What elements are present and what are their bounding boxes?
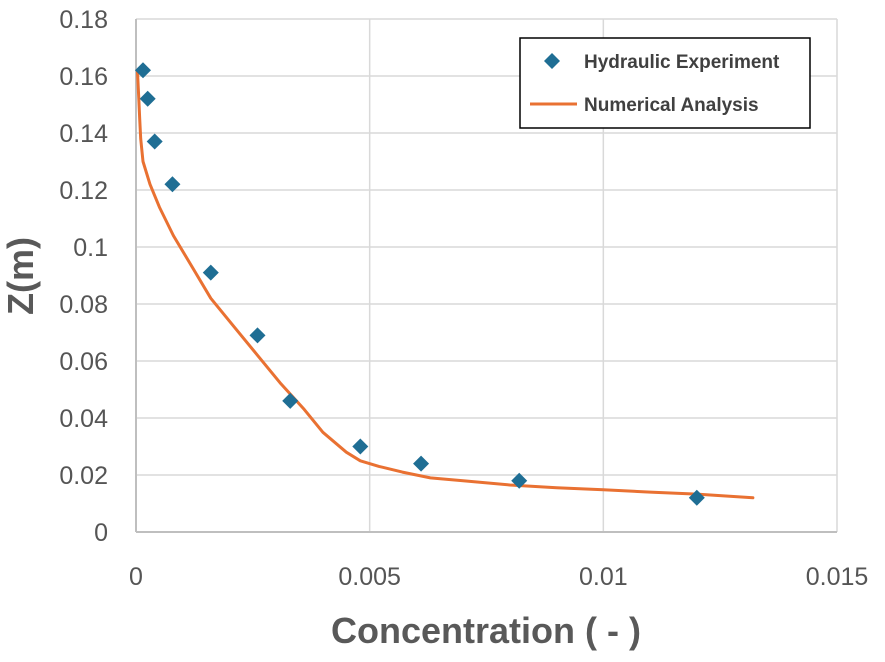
legend-label-numerical-analysis: Numerical Analysis (584, 95, 759, 116)
series-line-numerical-analysis (135, 68, 755, 500)
y-tick-label: 0.08 (59, 291, 108, 319)
legend: Hydraulic Experiment Numerical Analysis (519, 37, 811, 129)
y-tick-label: 0.06 (59, 348, 108, 376)
x-tick-label: 0.005 (338, 563, 401, 591)
y-tick-label: 0.16 (59, 63, 108, 91)
x-axis-title: Concentration ( - ) (331, 610, 641, 651)
data-point-hydraulic-experiment (202, 264, 219, 281)
y-tick-label: 0.12 (59, 177, 108, 205)
x-tick-label: 0.015 (806, 563, 869, 591)
data-point-hydraulic-experiment (688, 489, 705, 506)
data-point-hydraulic-experiment (352, 438, 369, 455)
legend-box (519, 37, 811, 129)
legend-label-hydraulic-experiment: Hydraulic Experiment (584, 52, 780, 73)
y-tick-label: 0.02 (59, 462, 108, 490)
y-axis-title: Z(m) (0, 237, 41, 315)
axis-layer: 0 0.02 0.04 0.06 0.08 0.1 0.12 0.14 0.16 0.18 0 0.0… (59, 6, 868, 591)
data-point-hydraulic-experiment (146, 133, 163, 150)
data-point-hydraulic-experiment (139, 90, 156, 107)
legend-marker-hydraulic-experiment (544, 53, 560, 69)
data-point-hydraulic-experiment (282, 392, 299, 409)
data-point-hydraulic-experiment (413, 455, 430, 472)
data-point-hydraulic-experiment (135, 62, 152, 79)
y-tick-label: 0.04 (59, 405, 108, 433)
series-layer (135, 62, 755, 506)
y-tick-label: 0.18 (59, 6, 108, 34)
x-tick-label: 0.01 (579, 563, 628, 591)
data-point-hydraulic-experiment (511, 472, 528, 489)
data-point-hydraulic-experiment (164, 176, 181, 193)
y-tick-label: 0.1 (73, 234, 108, 262)
x-tick-label: 0 (129, 563, 143, 591)
y-tick-label: 0.14 (59, 120, 108, 148)
data-point-hydraulic-experiment (249, 327, 266, 344)
y-tick-label: 0 (94, 519, 108, 547)
